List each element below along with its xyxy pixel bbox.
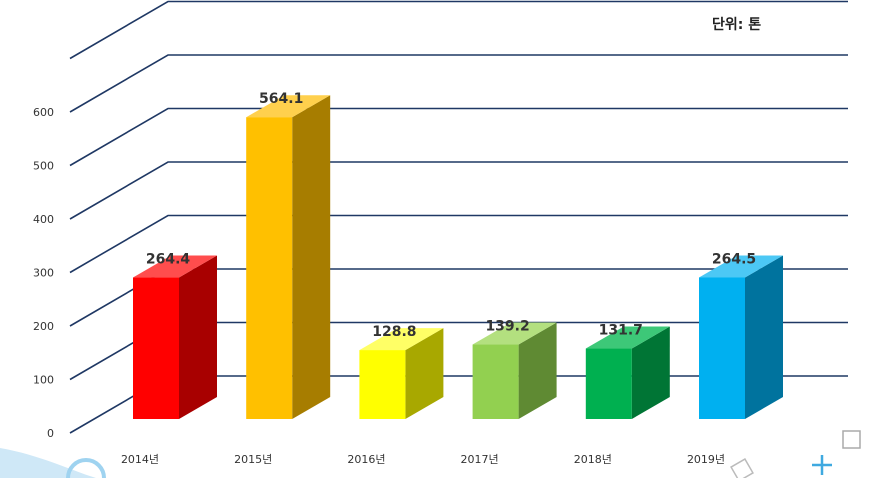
bar-side [405, 328, 444, 419]
bar-top [246, 95, 331, 118]
x-tick-label: 2019년 [687, 453, 725, 466]
plus-shape [812, 455, 832, 475]
chart-bars [133, 95, 783, 420]
y-tick-label: 400 [33, 213, 54, 226]
y-axis: 0 100 200 300 400 500 600 [33, 106, 54, 440]
decorative-shapes [0, 430, 861, 478]
bar-2017년 [472, 322, 557, 419]
bar-top [472, 322, 557, 345]
circle-shape [66, 458, 106, 478]
x-tick-label: 2017년 [461, 453, 499, 466]
bar-top [359, 328, 444, 351]
gridline-500 [69, 107, 848, 167]
gridline-400 [69, 161, 848, 220]
data-label: 131.7 [599, 323, 643, 339]
swoosh-shape [0, 448, 96, 478]
x-tick-label: 2016년 [347, 453, 385, 466]
bar-2015년 [246, 95, 331, 420]
gridline-300 [69, 214, 848, 274]
y-tick-label: 500 [33, 160, 54, 173]
bar-top [585, 326, 670, 349]
bar-2014년 [133, 255, 217, 419]
x-tick-label: 2014년 [121, 453, 159, 466]
x-tick-label: 2015년 [234, 453, 272, 466]
bar-side [631, 326, 670, 419]
y-tick-label: 200 [33, 320, 54, 333]
bar-2018년 [585, 326, 670, 419]
bar-front [359, 350, 406, 419]
bar-side [179, 255, 217, 419]
y-tick-label: 100 [33, 374, 54, 387]
bar-top [133, 255, 217, 278]
bar-side [292, 95, 331, 420]
y-tick-label: 600 [33, 106, 54, 119]
bar-front [699, 277, 745, 419]
bar-top [699, 255, 783, 278]
data-labels: 264.4 564.1 128.8 139.2 131.7 264.5 [146, 91, 756, 340]
data-label: 128.8 [372, 324, 416, 340]
square-shape [842, 430, 861, 449]
data-label: 139.2 [485, 319, 529, 335]
gridline-600 [69, 54, 848, 113]
bar-2016년 [359, 328, 444, 419]
data-label: 264.5 [712, 251, 756, 267]
y-tick-label: 0 [47, 427, 54, 440]
gridline-700 [69, 0, 848, 60]
data-label: 564.1 [259, 91, 303, 107]
unit-label: 단위: 톤 [712, 17, 762, 33]
y-tick-label: 300 [33, 267, 54, 280]
bar-front [246, 117, 293, 420]
data-label: 264.4 [146, 252, 191, 268]
bar-side [518, 322, 557, 419]
bar-front [585, 348, 632, 419]
bar-side [745, 255, 783, 419]
bar-front [472, 344, 519, 419]
square-shape [730, 458, 754, 478]
x-axis: 2014년 2015년 2016년 2017년 2018년 2019년 [121, 453, 725, 466]
bar-2019년 [699, 255, 783, 419]
bar-front [133, 277, 179, 419]
x-tick-label: 2018년 [574, 453, 612, 466]
